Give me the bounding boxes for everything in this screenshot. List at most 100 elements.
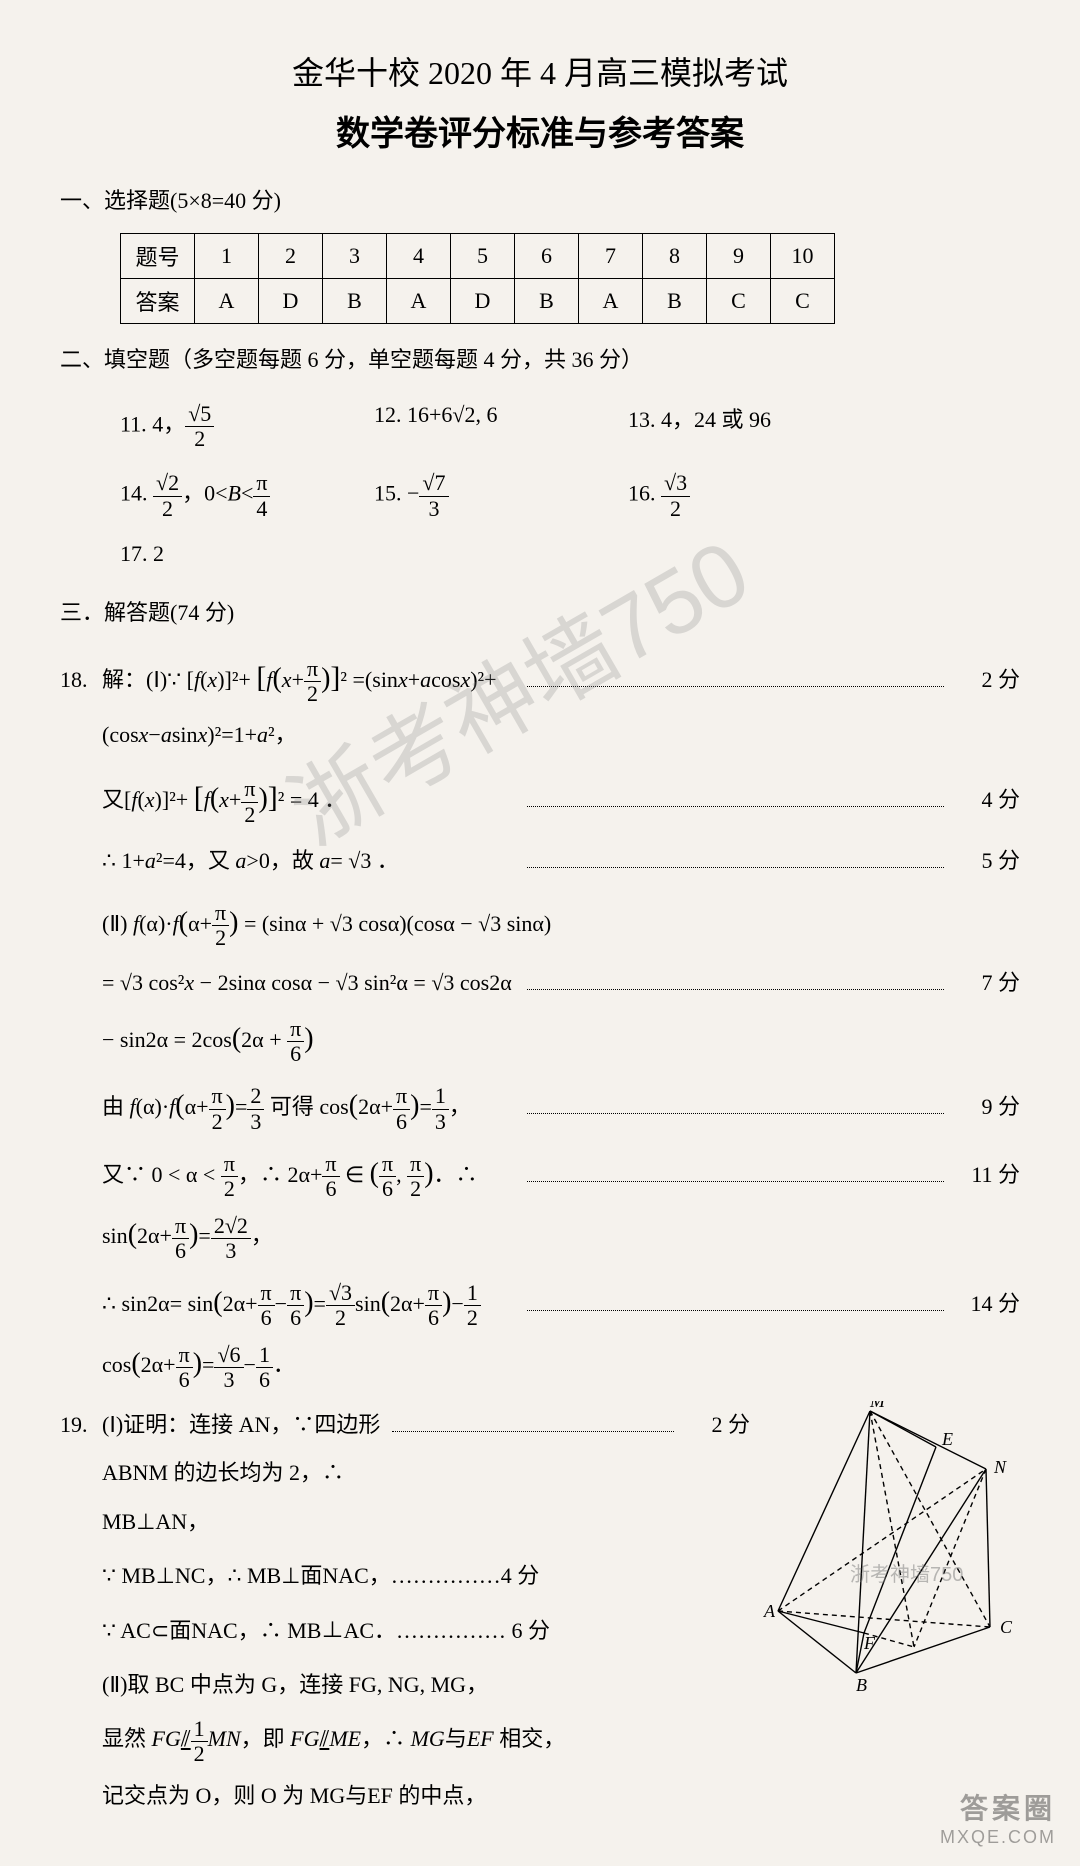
q19-body: (Ⅰ)证明：连接 AN，∵四边形 ABNM 的边长均为 2，∴ MB⊥AN， — [102, 1401, 384, 1546]
q19-body: ∵ MB⊥NC，∴ MB⊥面NAC，……………4 分 — [102, 1552, 750, 1600]
q18-body: 又∵ 0 < α < π2，∴ 2α+π6 ∈ (π6, π2)．∴ sin(2… — [102, 1143, 519, 1266]
q19-line: ∵ MB⊥NC，∴ MB⊥面NAC，……………4 分 — [60, 1552, 750, 1600]
cell: B — [515, 279, 579, 324]
row-label: 题号 — [121, 234, 195, 279]
q18-line: 又[f(x)]²+ [f(x+π2)]² = 4 ． 4 分 — [60, 765, 1020, 831]
table-row: 题号 1 2 3 4 5 6 7 8 9 10 — [121, 234, 835, 279]
section3-heading: 三．解答题(74 分) — [60, 595, 1020, 627]
svg-text:M: M — [869, 1401, 886, 1411]
q19-line: 19. (Ⅰ)证明：连接 AN，∵四边形 ABNM 的边长均为 2，∴ MB⊥A… — [60, 1401, 750, 1546]
q18-line: = √3 cos²x − 2sinα cosα − √3 sin²α = √3 … — [60, 959, 1020, 1069]
q18-line: 由 f(α)·f(α+π2)=23 可得 cos(2α+π6)=13， 9 分 — [60, 1075, 1020, 1137]
cell: 8 — [643, 234, 707, 279]
dotted-line — [527, 667, 944, 687]
table-row: 答案 A D B A D B A B C C — [121, 279, 835, 324]
q19-line: (Ⅱ)取 BC 中点为 G，连接 FG, NG, MG， — [60, 1661, 750, 1709]
cell: 3 — [323, 234, 387, 279]
q18-body: ∴ 1+a²=4，又 a>0，故 a= √3 ． — [102, 837, 519, 885]
cell: 5 — [451, 234, 515, 279]
q18-body: 由 f(α)·f(α+π2)=23 可得 cos(2α+π6)=13， — [102, 1075, 519, 1137]
cell: A — [195, 279, 259, 324]
fillin-item: 11. 4，√52 — [120, 402, 310, 451]
fillin-item: 16. √32 — [628, 471, 818, 520]
row-label: 答案 — [121, 279, 195, 324]
svg-text:N: N — [993, 1457, 1007, 1477]
corner-wm-title: 答案圈 — [940, 1787, 1056, 1827]
dotted-line — [527, 1162, 944, 1182]
q18-body: 又[f(x)]²+ [f(x+π2)]² = 4 ． — [102, 765, 519, 831]
answer-table: 题号 1 2 3 4 5 6 7 8 9 10 答案 A D B A D B A… — [120, 233, 835, 324]
cell: 2 — [259, 234, 323, 279]
cell: A — [579, 279, 643, 324]
q18-body: (Ⅱ) f(α)·f(α+π2) = (sinα + √3 cosα)(cosα… — [102, 892, 952, 954]
page-title: 金华十校 2020 年 4 月高三模拟考试 — [60, 48, 1020, 94]
fillins-container: 11. 4，√52 12. 16+6√2, 6 13. 4，24 或 96 14… — [120, 392, 1020, 577]
svg-text:A: A — [763, 1601, 776, 1621]
fillin-num: 11. — [120, 412, 147, 437]
q18-line: (Ⅱ) f(α)·f(α+π2) = (sinα + √3 cosα)(cosα… — [60, 892, 1020, 954]
dotted-line — [527, 970, 944, 990]
fillin-item: 17. 2 — [120, 541, 310, 567]
q18-line: ∴ sin2α= sin(2α+π6−π6)=√32sin(2α+π6)−12c… — [60, 1272, 1020, 1395]
mark: 11 分 — [952, 1151, 1020, 1199]
mark: 9 分 — [952, 1083, 1020, 1131]
mark: 14 分 — [952, 1280, 1020, 1328]
section2-heading: 二、填空题（多空题每题 6 分，单空题每题 4 分，共 36 分） — [60, 342, 1020, 374]
q18-body: ∴ sin2α= sin(2α+π6−π6)=√32sin(2α+π6)−12c… — [102, 1272, 519, 1395]
fillin-num: 17. — [120, 541, 148, 566]
cell: D — [451, 279, 515, 324]
solutions: 18. 解：(Ⅰ)∵ [f(x)]²+ [f(x+π2)]² =(sinx+ac… — [60, 645, 1020, 1821]
fillin-item: 14. √22，0<B<π4 — [120, 471, 310, 520]
q19-line: 记交点为 O，则 O 为 MG与EF 的中点， — [60, 1772, 1020, 1820]
fillin-item: 12. 16+6√2, 6 — [374, 402, 564, 451]
q18-line: 18. 解：(Ⅰ)∵ [f(x)]²+ [f(x+π2)]² =(sinx+ac… — [60, 645, 1020, 759]
dotted-line — [527, 1094, 944, 1114]
cell: B — [643, 279, 707, 324]
fillin-num: 13. — [628, 407, 656, 432]
cell: D — [259, 279, 323, 324]
fillin-num: 15. — [374, 481, 402, 506]
q18-num: 18. — [60, 656, 102, 704]
dotted-line — [392, 1412, 674, 1432]
q19-body: (Ⅱ)取 BC 中点为 G，连接 FG, NG, MG， — [102, 1661, 750, 1709]
cell: 1 — [195, 234, 259, 279]
section1-heading: 一、选择题(5×8=40 分) — [60, 183, 1020, 215]
cell: 9 — [707, 234, 771, 279]
fillin-text: 2 — [153, 541, 164, 566]
cell: C — [707, 279, 771, 324]
q18-line: ∴ 1+a²=4，又 a>0，故 a= √3 ． 5 分 — [60, 837, 1020, 885]
mark: 2 分 — [952, 656, 1020, 704]
fillin-num: 14. — [120, 481, 148, 506]
q18-line: 又∵ 0 < α < π2，∴ 2α+π6 ∈ (π6, π2)．∴ sin(2… — [60, 1143, 1020, 1266]
cell: 6 — [515, 234, 579, 279]
svg-text:E: E — [941, 1429, 953, 1449]
corner-wm-url: MXQE.COM — [940, 1827, 1056, 1848]
svg-text:F: F — [863, 1633, 876, 1653]
corner-watermark: 答案圈 MXQE.COM — [940, 1787, 1056, 1848]
cell: 4 — [387, 234, 451, 279]
svg-text:浙考神墙750: 浙考神墙750 — [850, 1563, 963, 1586]
cell: C — [771, 279, 835, 324]
q19-diagram: M E N A F B C 浙考神墙750 — [760, 1401, 1020, 1691]
q19-body: 显然 FG⫽12MN，即 FG⫽ME，∴ MG与EF 相交， — [102, 1715, 1020, 1766]
cell: A — [387, 279, 451, 324]
fillin-num: 12. — [374, 402, 402, 427]
q19-line: ∵ AC⊂面NAC，∴ MB⊥AC．…………… 6 分 — [60, 1607, 750, 1655]
fillin-item: 13. 4，24 或 96 — [628, 402, 818, 451]
mark: 4 分 — [952, 776, 1020, 824]
mark: 5 分 — [952, 837, 1020, 885]
dotted-line — [527, 848, 944, 868]
cell: 7 — [579, 234, 643, 279]
dotted-line — [527, 787, 944, 807]
dotted-line — [527, 1291, 944, 1311]
cell: B — [323, 279, 387, 324]
mark: 2 分 — [682, 1401, 750, 1449]
fillin-item: 15. −√73 — [374, 471, 564, 520]
cell: 10 — [771, 234, 835, 279]
q18-body: = √3 cos²x − 2sinα cosα − √3 sin²α = √3 … — [102, 959, 519, 1069]
svg-text:B: B — [856, 1675, 867, 1691]
q18-body: 解：(Ⅰ)∵ [f(x)]²+ [f(x+π2)]² =(sinx+acosx)… — [102, 645, 519, 759]
fillin-num: 16. — [628, 481, 656, 506]
q19-body: ∵ AC⊂面NAC，∴ MB⊥AC．…………… 6 分 — [102, 1607, 750, 1655]
svg-text:C: C — [1000, 1617, 1013, 1637]
